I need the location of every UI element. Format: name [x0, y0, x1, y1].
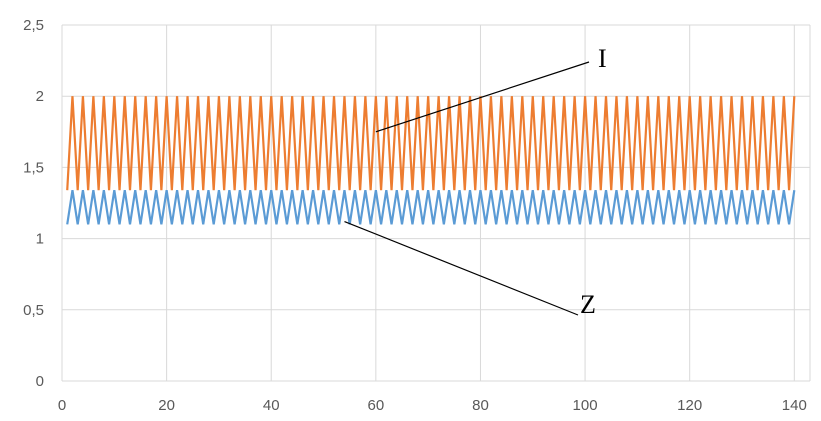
x-tick-label: 60	[368, 397, 385, 414]
y-tick-label: 2,5	[23, 17, 44, 34]
annotation-z-label: Z	[580, 290, 596, 319]
x-tick-label: 20	[158, 397, 175, 414]
x-tick-label: 140	[782, 397, 807, 414]
annotation-z-leader-line	[344, 220, 579, 316]
x-tick-label: 80	[472, 397, 489, 414]
grid	[61, 24, 811, 382]
y-tick-label: 2	[36, 88, 44, 105]
annotations: I Z	[344, 44, 607, 319]
y-tick-label: 1,5	[23, 159, 44, 176]
y-tick-label: 1	[36, 231, 44, 248]
tick-labels: 0 0,5 1 1,5 2 2,5 0 20 40 60 80 100 120 140	[23, 17, 807, 414]
y-tick-label: 0,5	[23, 302, 44, 319]
series-layer	[66, 96, 796, 225]
x-tick-label: 40	[263, 397, 280, 414]
x-tick-label: 0	[58, 397, 66, 414]
x-tick-label: 120	[677, 397, 702, 414]
annotation-i-leader-line	[375, 61, 590, 133]
y-tick-label: 0	[36, 373, 44, 390]
series-z-line	[66, 190, 796, 225]
series-i-line	[66, 96, 796, 191]
x-tick-label: 100	[573, 397, 598, 414]
annotation-i-label: I	[598, 44, 607, 73]
